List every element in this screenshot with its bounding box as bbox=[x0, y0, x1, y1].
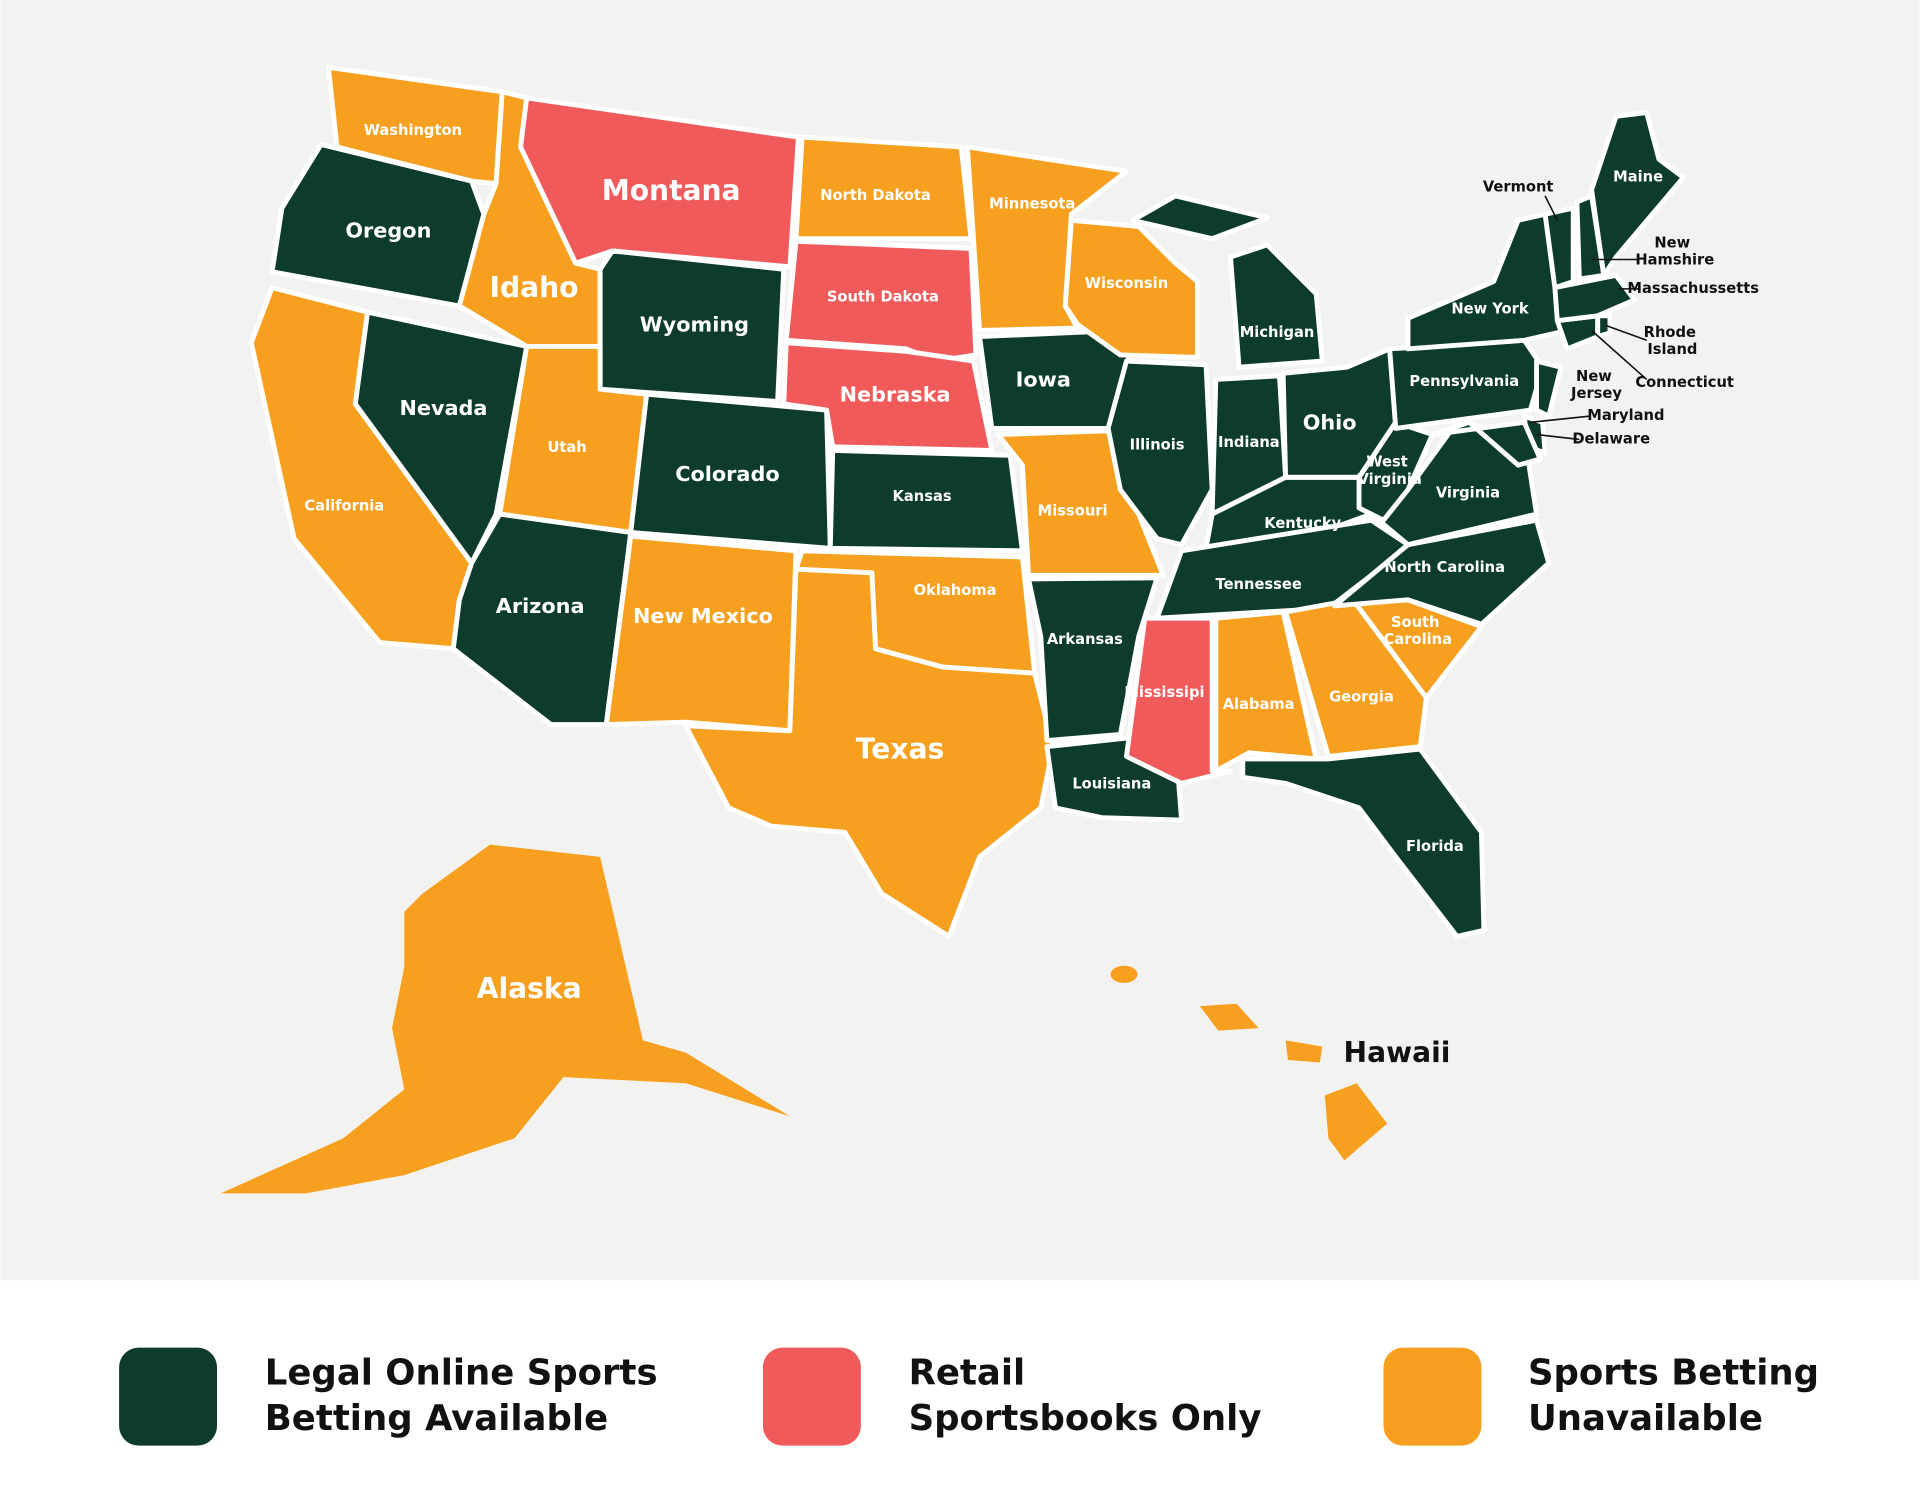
state-label: Minnesota bbox=[989, 195, 1075, 212]
state-shape bbox=[603, 533, 799, 734]
state-label: Illinois bbox=[1130, 437, 1185, 454]
state-label: New Jersey bbox=[1570, 368, 1622, 402]
state-label: Virginia bbox=[1436, 484, 1500, 501]
island bbox=[1285, 1040, 1323, 1063]
state-label: Vermont bbox=[1483, 178, 1554, 195]
state-shape bbox=[1589, 110, 1686, 278]
state-shape bbox=[1595, 313, 1613, 340]
leader-line bbox=[1536, 433, 1580, 441]
state-label: New Mexico bbox=[633, 604, 773, 628]
island bbox=[1110, 965, 1138, 983]
state-label: West Virginia bbox=[1357, 454, 1421, 488]
state-label: Wisconsin bbox=[1085, 275, 1168, 292]
state-label: Iowa bbox=[1016, 368, 1071, 392]
state-label: Missouri bbox=[1038, 503, 1108, 520]
legend-label: Legal Online Sports bbox=[265, 1353, 658, 1394]
legend-swatch bbox=[1383, 1347, 1482, 1446]
state-label: Delaware bbox=[1572, 430, 1650, 447]
island bbox=[1199, 1003, 1259, 1031]
state-label: Maryland bbox=[1587, 407, 1664, 424]
legend-background bbox=[0, 1280, 1920, 1508]
state-label: Nebraska bbox=[840, 382, 951, 406]
state-label: Utah bbox=[547, 439, 586, 456]
state-shape bbox=[220, 844, 790, 1194]
state-label: Arkansas bbox=[1047, 631, 1123, 648]
state-label: Kansas bbox=[893, 488, 952, 505]
state-shape bbox=[1062, 217, 1200, 360]
state-label: Colorado bbox=[675, 462, 779, 486]
legend-swatch bbox=[762, 1347, 861, 1446]
state-shape bbox=[1105, 358, 1215, 548]
state-label: Georgia bbox=[1329, 689, 1394, 706]
state-label: Indiana bbox=[1218, 434, 1280, 451]
state-label: Texas bbox=[856, 732, 944, 765]
state-label: Kentucky bbox=[1264, 515, 1341, 532]
island bbox=[1324, 1083, 1388, 1161]
state-shape bbox=[1552, 272, 1637, 324]
state-label: Nevada bbox=[399, 396, 487, 420]
state-shape bbox=[1228, 242, 1325, 370]
state-shape bbox=[1542, 205, 1576, 291]
state-shape bbox=[1130, 193, 1270, 242]
state-label: California bbox=[304, 498, 384, 515]
state-label: Alaska bbox=[477, 972, 582, 1005]
state-shape bbox=[1430, 419, 1543, 468]
state-label: Montana bbox=[602, 174, 741, 207]
state-shape bbox=[827, 447, 1025, 554]
state-label: Arizona bbox=[496, 594, 585, 618]
state-label: New York bbox=[1451, 301, 1529, 318]
state-label: North Carolina bbox=[1384, 559, 1505, 576]
state-label: Louisiana bbox=[1072, 776, 1151, 793]
legend: Legal Online Sports Betting Available Re… bbox=[119, 1347, 1819, 1446]
legend-label: Sports Betting bbox=[1528, 1353, 1819, 1394]
state-label: Connecticut bbox=[1635, 374, 1734, 391]
state-label: Oklahoma bbox=[914, 582, 997, 599]
state-label: Massachussetts bbox=[1627, 280, 1759, 297]
state-labels: Washington Oregon California Nevada Idah… bbox=[304, 122, 1759, 1069]
state-label: Mississipi bbox=[1124, 684, 1204, 701]
state-label: Pennsylvania bbox=[1409, 373, 1519, 390]
state-label: South Carolina bbox=[1384, 614, 1452, 648]
state-label: North Dakota bbox=[820, 187, 931, 204]
legend-label: Sportsbooks Only bbox=[909, 1398, 1262, 1439]
state-label: Michigan bbox=[1240, 324, 1315, 341]
state-label: Rhode Island bbox=[1644, 324, 1701, 358]
states bbox=[220, 64, 1686, 1194]
state-label: Maine bbox=[1613, 168, 1663, 185]
state-label: South Dakota bbox=[827, 288, 939, 305]
state-shape bbox=[1124, 615, 1233, 786]
state-label: Tennessee bbox=[1216, 576, 1302, 593]
legend-label: Betting Available bbox=[265, 1398, 608, 1439]
state-label: Oregon bbox=[345, 218, 431, 242]
state-label: Alabama bbox=[1223, 696, 1295, 713]
state-shape bbox=[1240, 746, 1487, 939]
leader-lines bbox=[1530, 195, 1648, 441]
leader-line bbox=[1606, 324, 1647, 342]
state-label: Idaho bbox=[490, 271, 579, 304]
legend-swatch bbox=[119, 1347, 218, 1446]
state-label: New Hamshire bbox=[1635, 235, 1714, 269]
state-shape bbox=[1213, 609, 1319, 774]
state-label: Ohio bbox=[1303, 411, 1357, 435]
state-shape bbox=[1534, 358, 1564, 419]
state-shape bbox=[781, 340, 995, 453]
legend-label: Unavailable bbox=[1528, 1398, 1763, 1439]
state-shape bbox=[597, 248, 787, 404]
leader-line bbox=[1591, 329, 1648, 381]
leader-line bbox=[1544, 195, 1559, 221]
state-label: Florida bbox=[1406, 838, 1464, 855]
leader-line bbox=[1530, 415, 1590, 424]
state-shape bbox=[1110, 965, 1388, 1161]
legend-label: Retail bbox=[909, 1353, 1026, 1394]
state-label: Hawaii bbox=[1344, 1036, 1451, 1069]
state-label: Washington bbox=[364, 122, 462, 139]
state-shape bbox=[1026, 575, 1160, 743]
state-label: Wyoming bbox=[640, 313, 749, 337]
state-shape bbox=[683, 566, 1056, 939]
